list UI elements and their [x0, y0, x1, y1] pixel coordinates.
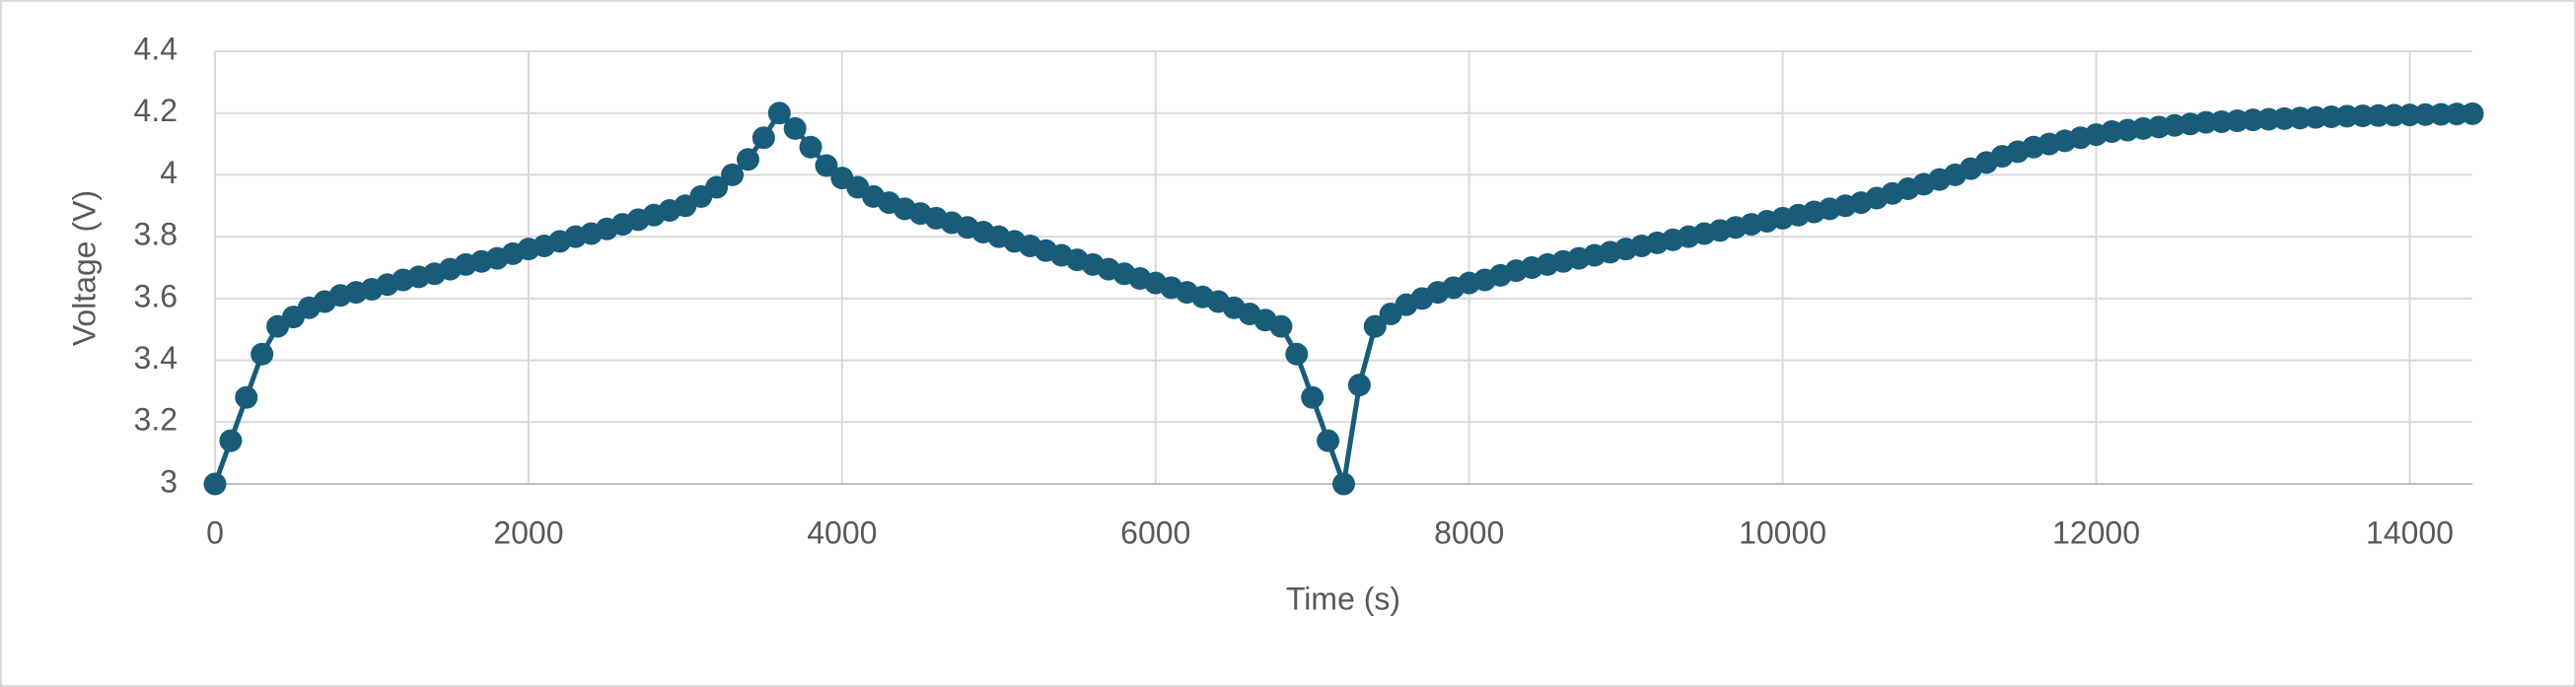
x-axis-title: Time (s) [1286, 581, 1400, 616]
data-point [2335, 104, 2359, 128]
data-point [2413, 103, 2437, 126]
data-point [1269, 314, 1293, 338]
y-tick-label: 3.2 [134, 402, 178, 438]
data-point [203, 472, 227, 496]
data-point [783, 116, 807, 140]
data-point [705, 175, 729, 199]
data-point [2429, 103, 2453, 126]
data-point [2445, 103, 2469, 126]
data-point [235, 385, 258, 409]
data-point [2351, 104, 2375, 128]
data-point [1347, 374, 1371, 397]
data-point [250, 342, 274, 366]
data-point [2383, 103, 2406, 127]
data-point [799, 135, 823, 159]
y-tick-label: 3.4 [134, 340, 178, 376]
y-tick-label: 4.2 [134, 93, 178, 128]
x-tick-label: 8000 [1434, 515, 1504, 550]
x-tick-label: 12000 [2052, 515, 2140, 550]
x-tick-label: 14000 [2366, 515, 2454, 550]
data-point [2461, 102, 2484, 125]
data-point [1301, 385, 1324, 409]
x-tick-label: 0 [206, 515, 224, 550]
data-point [721, 163, 745, 186]
data-point [2397, 103, 2421, 127]
y-tick-label: 4.4 [134, 31, 178, 66]
x-tick-label: 2000 [493, 515, 563, 550]
x-tick-label: 10000 [1739, 515, 1826, 550]
data-point [219, 429, 243, 452]
data-point [1363, 314, 1387, 338]
data-point [1317, 429, 1340, 452]
x-tick-label: 6000 [1120, 515, 1190, 550]
x-tick-label: 4000 [807, 515, 877, 550]
data-point [2367, 103, 2391, 127]
y-tick-label: 3.6 [134, 278, 178, 313]
data-point [751, 126, 775, 150]
data-point [1332, 472, 1355, 496]
y-tick-label: 3.8 [134, 217, 178, 252]
data-point [767, 102, 791, 125]
data-point [1285, 342, 1309, 366]
data-point [736, 148, 759, 172]
y-tick-label: 4 [160, 155, 178, 190]
y-tick-label: 3 [160, 463, 178, 499]
y-axis-title: Voltage (V) [66, 190, 102, 346]
data-point [815, 154, 838, 177]
